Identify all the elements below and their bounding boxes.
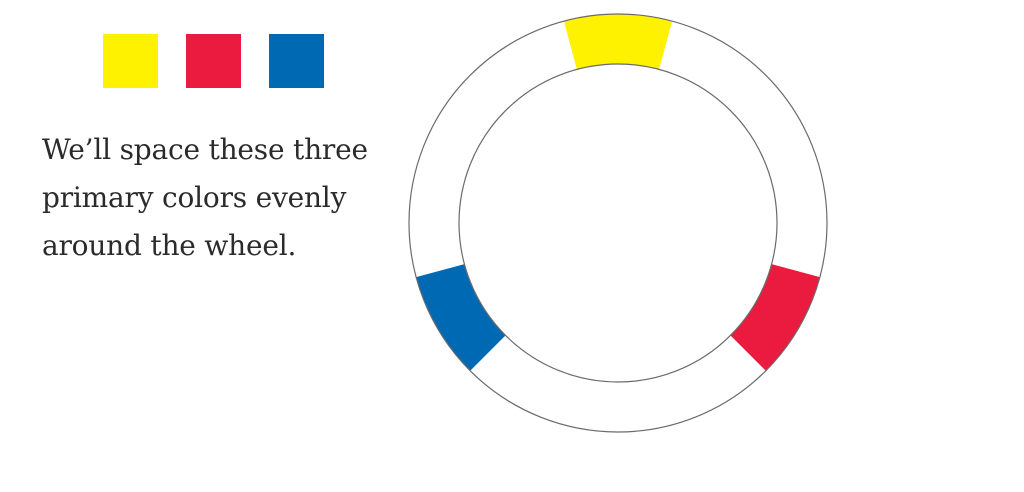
wheel-segment-blue xyxy=(416,264,505,371)
wheel-segment-red xyxy=(730,264,819,371)
wheel-segment-yellow xyxy=(564,14,672,69)
wheel-segments xyxy=(416,14,820,371)
wheel-inner-ring xyxy=(459,64,777,382)
